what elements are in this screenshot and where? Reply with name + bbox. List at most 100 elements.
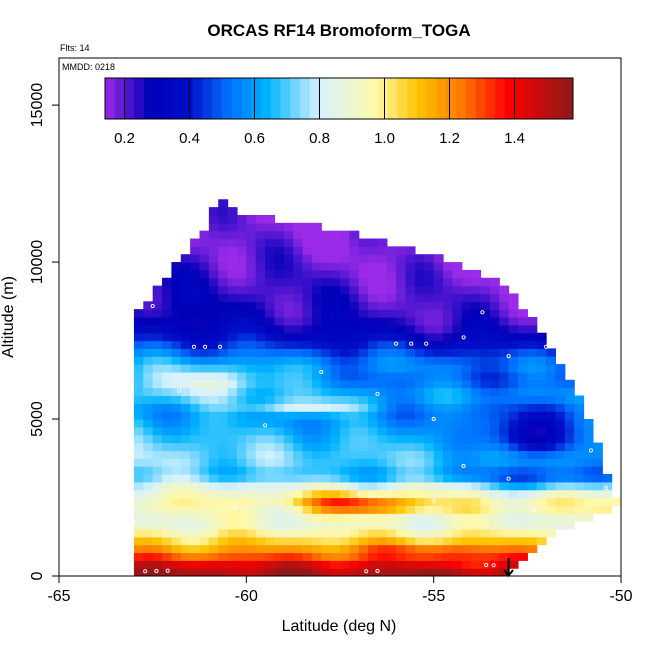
- heatmap-cell: [546, 379, 557, 389]
- heatmap-cell: [592, 473, 603, 483]
- heatmap-cell: [162, 552, 172, 561]
- heatmap-cell: [396, 513, 407, 522]
- heatmap-cell: [180, 473, 191, 483]
- heatmap-cell: [152, 521, 163, 530]
- heatmap-cell: [208, 379, 219, 389]
- heatmap-cell: [480, 560, 491, 569]
- heatmap-cell: [452, 340, 463, 349]
- colorbar-segment: [514, 78, 525, 119]
- heatmap-cell: [321, 301, 332, 310]
- heatmap-cell: [199, 442, 210, 452]
- heatmap-cell: [555, 434, 566, 444]
- heatmap-cell: [433, 254, 444, 263]
- heatmap-cell: [311, 505, 322, 514]
- heatmap-cell: [489, 521, 500, 530]
- heatmap-cell: [349, 481, 360, 491]
- heatmap-cell: [471, 544, 482, 554]
- heatmap-cell: [265, 332, 276, 342]
- heatmap-cell: [152, 317, 163, 326]
- heatmap-cell: [143, 426, 154, 436]
- heatmap-cell: [489, 285, 500, 295]
- heatmap-cell: [311, 473, 322, 483]
- heatmap-cell: [190, 262, 201, 271]
- heatmap-cell: [340, 230, 350, 240]
- heatmap-cell: [396, 458, 407, 467]
- heatmap-cell: [489, 473, 500, 483]
- heatmap-cell: [574, 489, 585, 499]
- heatmap-cell: [302, 419, 313, 428]
- heatmap-cell: [321, 544, 332, 554]
- heatmap-cell: [265, 324, 276, 334]
- heatmap-cell: [517, 458, 528, 467]
- heatmap-cell: [274, 505, 285, 514]
- heatmap-cell: [377, 419, 388, 428]
- heatmap-cell: [171, 371, 182, 381]
- heatmap-cell: [152, 513, 163, 522]
- heatmap-cell: [171, 442, 182, 452]
- heatmap-cell: [555, 426, 566, 436]
- observation-point: [394, 341, 399, 346]
- heatmap-cell: [368, 466, 379, 475]
- heatmap-cell: [414, 426, 425, 436]
- heatmap-cell: [302, 568, 313, 576]
- heatmap-cell: [405, 513, 416, 522]
- heatmap-cell: [349, 419, 360, 428]
- heatmap-cell: [152, 379, 163, 389]
- heatmap-cell: [555, 395, 566, 404]
- heatmap-cell: [293, 379, 304, 389]
- heatmap-cell: [424, 552, 435, 561]
- heatmap-cell: [349, 552, 360, 561]
- heatmap-cell: [480, 277, 491, 287]
- heatmap-cell: [227, 434, 238, 444]
- observation-point: [424, 341, 429, 346]
- heatmap-cell: [536, 528, 547, 538]
- heatmap-cell: [274, 481, 285, 491]
- heatmap-cell: [517, 544, 528, 554]
- colorbar-segment: [436, 78, 447, 119]
- heatmap-cell: [358, 356, 369, 365]
- heatmap-cell: [302, 536, 313, 546]
- heatmap-cell: [396, 411, 407, 420]
- heatmap-cell: [236, 262, 247, 271]
- heatmap-cell: [171, 403, 182, 412]
- heatmap-cell: [452, 403, 463, 412]
- heatmap-cell: [162, 411, 172, 420]
- heatmap-cell: [246, 356, 257, 365]
- heatmap-cell: [377, 285, 388, 295]
- heatmap-cell: [330, 442, 341, 452]
- heatmap-cell: [536, 403, 547, 412]
- heatmap-cell: [433, 521, 444, 530]
- heatmap-cell: [255, 230, 266, 240]
- heatmap-cell: [414, 450, 425, 459]
- heatmap-cell: [452, 371, 463, 381]
- heatmap-cell: [461, 309, 472, 318]
- colorbar-segment: [358, 78, 369, 119]
- heatmap-cell: [227, 371, 238, 381]
- heatmap-cell: [236, 411, 247, 420]
- heatmap-cell: [396, 317, 407, 326]
- colorbar-segment: [270, 78, 281, 119]
- heatmap-cell: [349, 356, 360, 365]
- heatmap-cell: [180, 395, 191, 404]
- heatmap-cell: [452, 262, 463, 271]
- heatmap-cell: [508, 450, 519, 459]
- heatmap-cell: [311, 568, 322, 576]
- heatmap-cell: [517, 411, 528, 420]
- heatmap-cell: [508, 497, 519, 506]
- heatmap-cell: [340, 348, 350, 357]
- heatmap-cell: [574, 403, 585, 412]
- heatmap-cell: [340, 371, 350, 381]
- heatmap-cell: [246, 450, 257, 459]
- heatmap-cell: [424, 332, 435, 342]
- heatmap-cell: [190, 426, 201, 436]
- heatmap-cell: [321, 505, 332, 514]
- heatmap-cell: [208, 489, 219, 499]
- heatmap-cell: [527, 387, 538, 397]
- heatmap-cell: [443, 356, 453, 365]
- heatmap-cell: [321, 269, 332, 279]
- heatmap-cell: [433, 450, 444, 459]
- heatmap-cell: [265, 371, 276, 381]
- heatmap-cell: [536, 521, 547, 530]
- heatmap-cell: [443, 513, 453, 522]
